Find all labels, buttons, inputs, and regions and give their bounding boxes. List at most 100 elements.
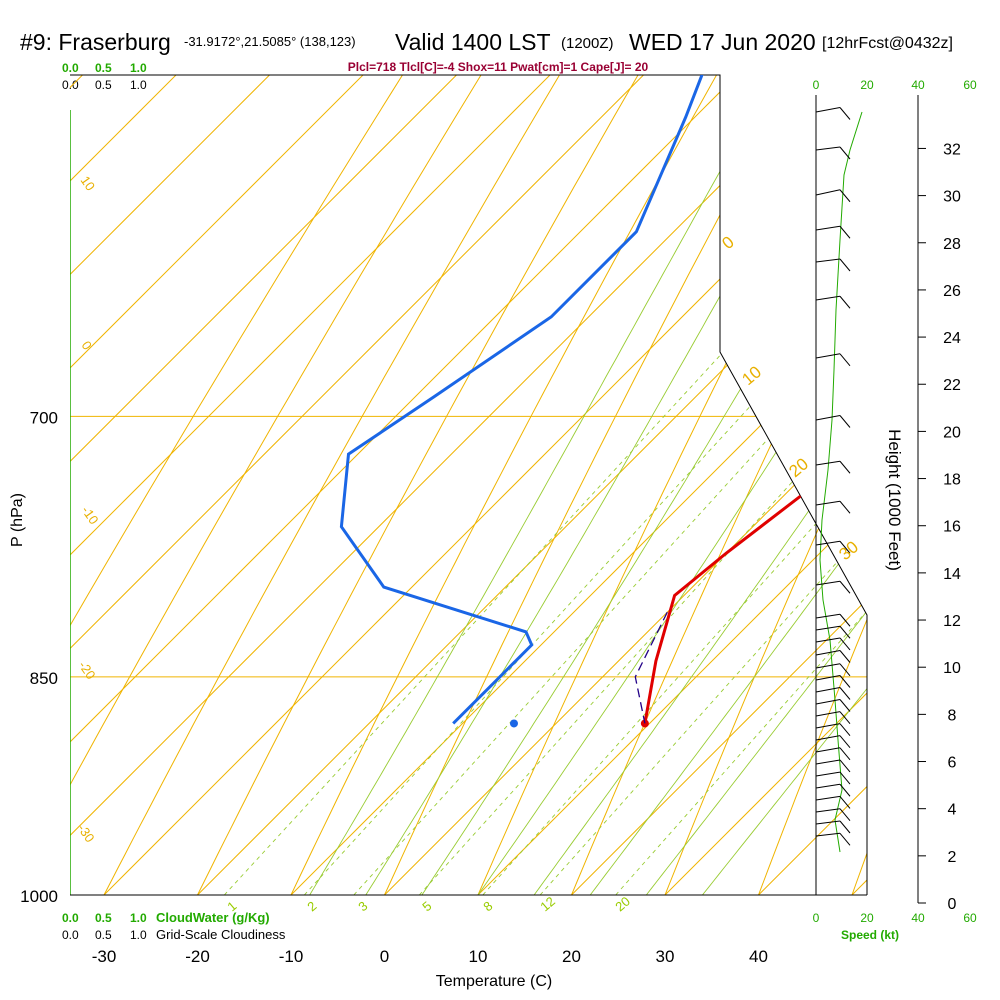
height-tick-label: 14 [943, 566, 961, 583]
mixing-ratio-label: 8 [480, 898, 495, 914]
wind-panel [815, 95, 863, 895]
scale-tick: 1.0 [130, 928, 147, 942]
wind-barb [815, 723, 841, 729]
top-cloudiness-scale: 0.0 0.5 1.0 [62, 78, 147, 92]
wind-barb-flag [839, 460, 851, 474]
temperature-tick-label: -10 [279, 947, 304, 966]
wind-barb-flag [839, 258, 851, 272]
height-tick-label: 10 [943, 660, 961, 677]
isotherm-line [384, 75, 867, 895]
speed-tick: 0 [813, 911, 820, 925]
speed-tick: 60 [963, 78, 977, 92]
wind-barb-flag [839, 500, 851, 514]
wind-barb [815, 795, 841, 801]
stability-indices: Plcl=718 Tlcl[C]=-4 Shox=11 Pwat[cm]=1 C… [348, 60, 649, 74]
isotherm-line [70, 75, 867, 895]
pressure-tick-label: 850 [30, 669, 58, 688]
sounding-traces [339, 75, 867, 728]
temperature-tick-label: 0 [380, 947, 389, 966]
moist-adiabat-line [645, 75, 867, 895]
forecast-info: [12hrFcst@0432z] [822, 35, 953, 52]
station-title: #9: Fraserburg [20, 29, 171, 55]
isotherm-line [70, 75, 867, 895]
wind-barb-flag [839, 735, 851, 748]
mixing-ratio-label: 2 [304, 898, 319, 914]
moist-adiabat-line [477, 75, 867, 895]
isotherm-label: 10 [738, 362, 765, 389]
surface-dewpoint-marker [509, 719, 518, 728]
top-cloudwater-scale: 0.0 0.5 1.0 [62, 61, 147, 75]
dry-adiabat-line [851, 75, 867, 895]
wind-barb [815, 500, 841, 506]
wind-barb-flag [839, 820, 851, 834]
wind-barb-flag [839, 783, 851, 797]
height-tick-label: 26 [943, 283, 961, 300]
scale-tick: 0.0 [62, 61, 79, 75]
speed-tick: 40 [911, 911, 925, 925]
height-tick-label: 20 [943, 424, 961, 441]
mixing-ratio-label: 3 [355, 898, 370, 914]
moist-adiabat-line [533, 75, 867, 895]
wind-barb [815, 783, 841, 789]
axes: 100-10-20-300102030123581220250300400500… [20, 95, 961, 966]
height-tick-label: 22 [943, 377, 961, 394]
height-tick-label: 6 [948, 755, 957, 772]
temperature-tick-label: 40 [749, 947, 768, 966]
wind-barb-flag [839, 675, 851, 688]
mixing-ratio-label: 5 [419, 898, 434, 914]
wind-barb-flag [839, 415, 851, 428]
plot-outline [70, 74, 868, 895]
height-tick-label: 16 [943, 519, 961, 536]
height-tick-label: 12 [943, 613, 961, 630]
wind-barb-flag [839, 540, 851, 554]
wind-barb [815, 625, 841, 631]
dry-adiabat-line [664, 75, 867, 895]
scale-tick: 1.0 [130, 78, 147, 92]
wind-barb [815, 225, 841, 231]
wind-barb [815, 808, 841, 813]
speed-tick: 20 [860, 911, 874, 925]
x-axis-title: Temperature (C) [436, 973, 552, 990]
moist-adiabat-line [309, 75, 867, 895]
dry-adiabat-line [197, 75, 867, 895]
temperature-tick-label: -20 [185, 947, 210, 966]
mixing-ratio-line [418, 75, 867, 895]
wind-barb-flag [839, 759, 851, 773]
wind-barb [815, 759, 841, 765]
wind-barb-flag [839, 225, 851, 239]
dry-adiabat-line [103, 75, 867, 895]
isotherm-line [851, 75, 867, 895]
isotherm-label: 0 [718, 232, 737, 253]
speed-tick: 0 [813, 78, 820, 92]
wind-barb-flag [839, 146, 851, 160]
isotherm-line [70, 75, 867, 895]
height-axis-title: Height (1000 Feet) [885, 429, 904, 571]
wind-barb [815, 258, 841, 263]
wind-barb [815, 820, 841, 825]
top-wind-speed-scale: 0 20 40 60 [813, 78, 977, 92]
cloudwater-label: CloudWater (g/Kg) [156, 910, 270, 925]
isotherm-line [571, 75, 867, 895]
dry-adiabat-line [290, 75, 867, 895]
isotherm-line [70, 75, 867, 895]
mixing-ratio-line [223, 75, 867, 895]
temperature-tick-label: -30 [92, 947, 117, 966]
mixing-ratio-label: 12 [537, 894, 558, 915]
wind-barb-flag [839, 353, 851, 367]
isotherm-line [758, 75, 867, 895]
moist-adiabat-line [702, 75, 867, 895]
height-tick-label: 0 [948, 896, 957, 913]
isotherm-line [70, 75, 867, 895]
temperature-line [643, 75, 867, 724]
wind-barb [815, 675, 841, 681]
wind-barb [815, 650, 841, 656]
pressure-tick-label: 700 [30, 408, 58, 427]
wind-barb-flag [839, 189, 851, 203]
wind-barb [815, 637, 841, 643]
height-tick-label: 8 [948, 707, 957, 724]
wind-barb [815, 663, 841, 669]
wind-barb [815, 687, 841, 693]
isotherm-line [70, 75, 867, 895]
wind-barb [815, 613, 841, 619]
